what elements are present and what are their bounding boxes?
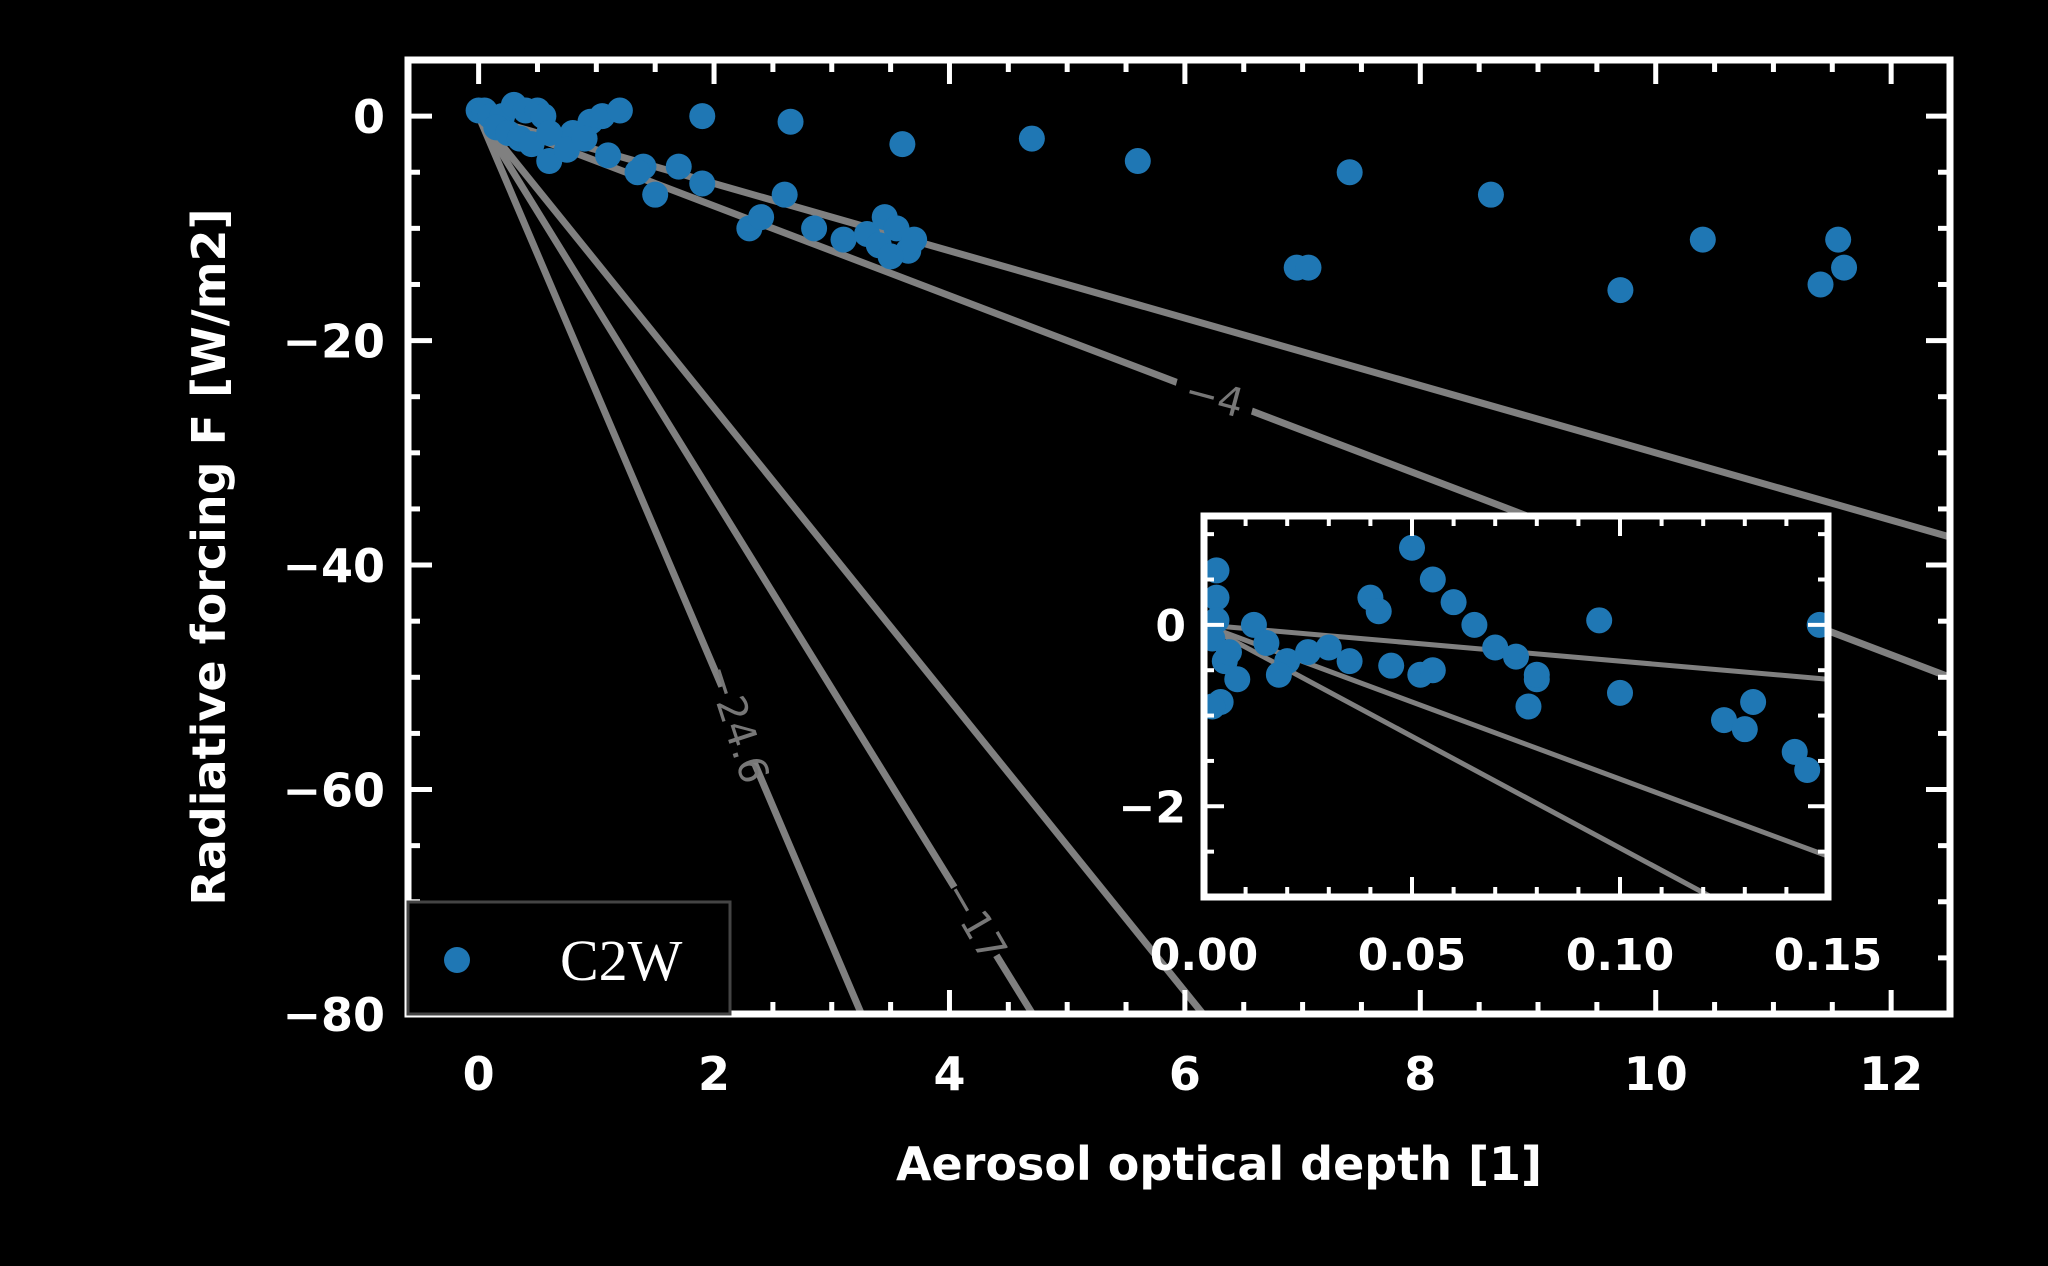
inset-y-tick-label: −2 xyxy=(1119,782,1186,833)
y-axis-title: Radiative forcing F [W/m2] xyxy=(182,208,236,905)
data-point xyxy=(771,181,798,208)
inset-data-point xyxy=(1204,693,1226,720)
reference-line-1 xyxy=(477,112,1950,541)
data-point xyxy=(901,226,928,253)
inset-data-point xyxy=(1740,688,1767,715)
inset-data-point xyxy=(1586,607,1613,634)
inset-data-point xyxy=(1419,566,1446,593)
data-point xyxy=(1124,148,1151,175)
data-point xyxy=(889,131,916,158)
x-tick-label: 8 xyxy=(1404,1047,1436,1101)
inset-data-point xyxy=(1378,652,1405,679)
contour-label: −4 xyxy=(1180,368,1249,428)
data-point xyxy=(642,181,669,208)
inset-x-tick-label: 0.10 xyxy=(1566,930,1675,981)
inset-data-point xyxy=(1711,707,1737,734)
data-point xyxy=(801,215,828,242)
inset-data-point xyxy=(1365,598,1392,625)
inset-data-point xyxy=(1781,738,1808,765)
data-point xyxy=(595,142,622,169)
x-tick-label: 4 xyxy=(933,1047,965,1101)
data-points xyxy=(465,91,1858,304)
inset-data-point xyxy=(1253,630,1280,656)
x-tick-label: 2 xyxy=(698,1047,730,1101)
inset-data-point xyxy=(1204,557,1230,584)
inset-data-point xyxy=(1523,661,1550,688)
data-point xyxy=(830,226,857,253)
inset-data-point xyxy=(1503,643,1529,670)
plot-frame xyxy=(404,56,1954,1018)
x-tick-label: 10 xyxy=(1624,1047,1688,1101)
contour-label-bg xyxy=(702,678,773,769)
inset-data-point xyxy=(1336,648,1363,675)
data-point xyxy=(606,97,633,124)
y-tick-label: 0 xyxy=(353,90,385,144)
reference-line-4 xyxy=(475,113,1206,1014)
inset-ticks xyxy=(1202,516,1830,899)
x-axis-title: Aerosol optical depth [1] xyxy=(896,1137,1542,1191)
inset-data-point xyxy=(1482,634,1509,661)
inset-data-point xyxy=(1794,757,1821,783)
y-tick-label: −60 xyxy=(282,764,385,818)
inset-chart: 0.00 0.05 0.10 0.15 0 −2 xyxy=(1119,512,1883,981)
inset-data-point xyxy=(1295,639,1321,666)
inset-data-point xyxy=(1419,657,1446,684)
legend-label: C2W xyxy=(560,928,683,993)
reference-line-3 xyxy=(475,114,865,1014)
inset-data-point xyxy=(1607,679,1633,706)
data-point xyxy=(777,108,804,135)
inset-x-tick-label: 0.05 xyxy=(1358,930,1467,981)
data-point xyxy=(536,119,563,146)
contour-label-bg xyxy=(1169,363,1260,431)
data-point xyxy=(665,153,692,180)
inset-x-tick-label: 0.00 xyxy=(1150,930,1259,981)
inset-x-tick-label: 0.15 xyxy=(1774,930,1883,981)
inset-data-points xyxy=(1204,534,1828,783)
data-point xyxy=(1831,254,1858,281)
x-tick-label: 0 xyxy=(463,1047,495,1101)
data-point xyxy=(1607,277,1634,304)
data-point xyxy=(1477,181,1504,208)
contour-label: −24.6 xyxy=(696,658,778,789)
data-point xyxy=(1807,271,1834,298)
y-tick-label: −80 xyxy=(282,988,385,1042)
data-point xyxy=(1295,254,1322,281)
inset-data-point xyxy=(1204,584,1230,611)
data-point xyxy=(1018,125,1045,152)
inset-data-point xyxy=(1399,534,1425,561)
y-tick-label: −40 xyxy=(282,539,385,593)
inset-data-point xyxy=(1240,611,1267,638)
reference-line-2 xyxy=(475,114,1036,1014)
inset-data-point xyxy=(1215,639,1242,666)
inset-data-point xyxy=(1461,611,1488,638)
data-point xyxy=(1825,226,1852,253)
main-chart: −4−17−24.60 2 4 6 8 10 120−20−40−60−80Aerosol … xyxy=(182,56,1954,1191)
legend-marker xyxy=(444,947,470,973)
legend: C2W xyxy=(406,900,732,1016)
inset-frame xyxy=(1200,512,1832,901)
data-point xyxy=(1689,226,1716,253)
inset-data-point xyxy=(1315,634,1342,661)
data-point xyxy=(1336,159,1363,186)
data-point xyxy=(689,103,716,130)
data-point xyxy=(571,125,598,152)
data-point xyxy=(624,159,651,186)
data-point xyxy=(877,243,904,270)
data-point xyxy=(689,170,716,197)
x-tick-label: 12 xyxy=(1859,1047,1923,1101)
inset-data-point xyxy=(1515,693,1542,720)
y-tick-label: −20 xyxy=(282,315,385,369)
inset-data-point xyxy=(1265,661,1292,688)
contour-label-bg xyxy=(934,874,1017,968)
data-point xyxy=(748,204,775,231)
inset-y-tick-label: 0 xyxy=(1155,601,1186,652)
inset-data-point xyxy=(1224,666,1251,693)
ticks xyxy=(408,57,1950,1017)
inset-data-point xyxy=(1440,589,1467,616)
inset-data-point xyxy=(1731,716,1758,743)
x-tick-label: 6 xyxy=(1169,1047,1201,1101)
